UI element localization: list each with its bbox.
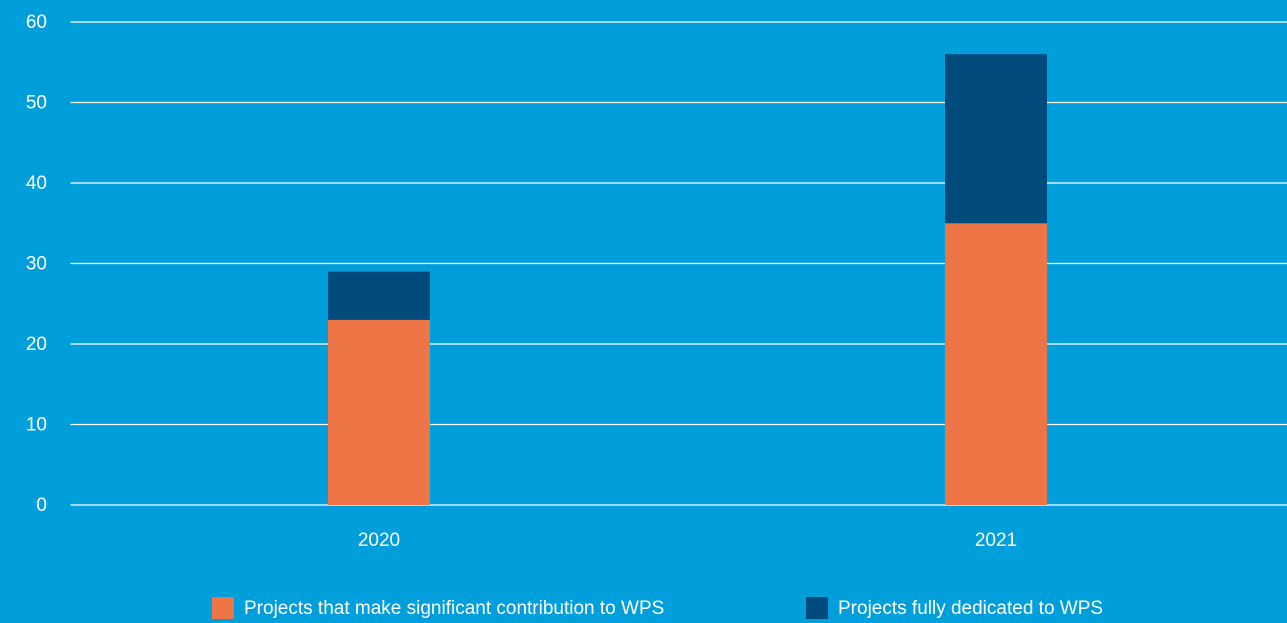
x-tick-label: 2021: [975, 530, 1017, 551]
y-tick-label: 50: [26, 93, 47, 114]
y-tick-label: 30: [26, 254, 47, 275]
legend-label: Projects that make significant contribut…: [244, 598, 664, 619]
legend-swatch: [212, 597, 234, 619]
bar-segment: [328, 319, 430, 505]
legend-swatch: [806, 597, 828, 619]
y-tick-label: 0: [36, 495, 47, 516]
bar-segment: [328, 271, 430, 320]
x-tick-label: 2020: [358, 530, 400, 551]
y-tick-label: 20: [26, 334, 47, 355]
legend-label: Projects fully dedicated to WPS: [838, 598, 1103, 619]
y-tick-label: 40: [26, 173, 47, 194]
bar-segment: [945, 223, 1047, 505]
y-tick-label: 10: [26, 415, 47, 436]
y-tick-label: 60: [26, 12, 47, 33]
bar-segment: [945, 54, 1047, 224]
